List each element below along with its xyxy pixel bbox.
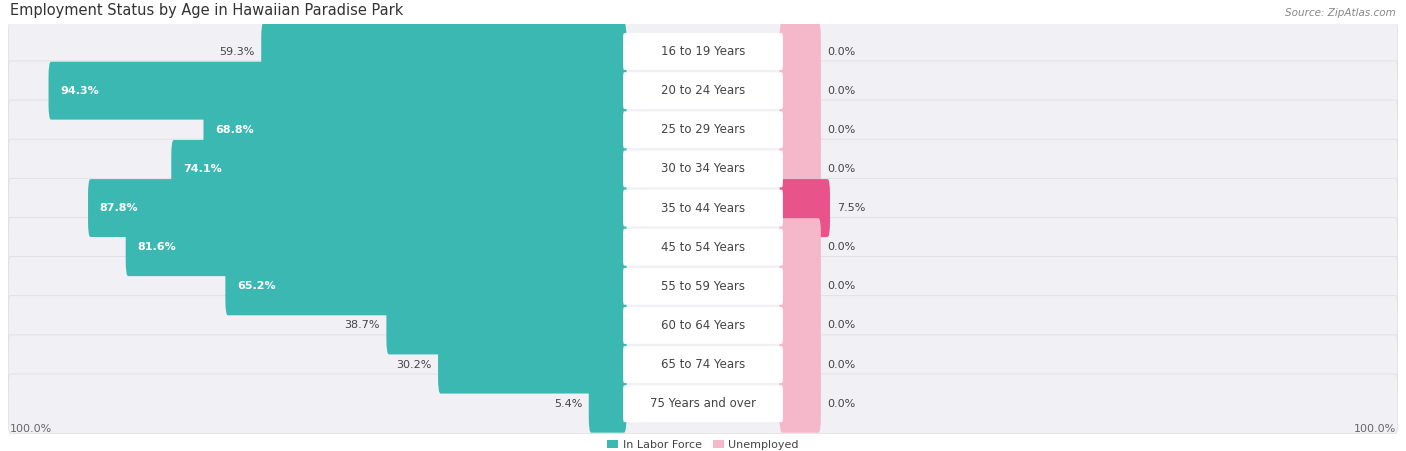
FancyBboxPatch shape (623, 151, 783, 187)
FancyBboxPatch shape (262, 23, 627, 80)
Text: 74.1%: 74.1% (183, 164, 222, 174)
Text: Employment Status by Age in Hawaiian Paradise Park: Employment Status by Age in Hawaiian Par… (10, 3, 404, 18)
FancyBboxPatch shape (779, 140, 821, 198)
Text: 55 to 59 Years: 55 to 59 Years (661, 280, 745, 293)
Text: 0.0%: 0.0% (828, 125, 856, 135)
FancyBboxPatch shape (8, 139, 1398, 198)
FancyBboxPatch shape (623, 268, 783, 305)
FancyBboxPatch shape (779, 179, 830, 237)
FancyBboxPatch shape (8, 22, 1398, 81)
FancyBboxPatch shape (8, 217, 1398, 277)
FancyBboxPatch shape (779, 336, 821, 394)
FancyBboxPatch shape (779, 101, 821, 159)
FancyBboxPatch shape (623, 190, 783, 226)
Text: 0.0%: 0.0% (828, 86, 856, 96)
Text: 20 to 24 Years: 20 to 24 Years (661, 84, 745, 97)
FancyBboxPatch shape (623, 229, 783, 266)
Text: 75 Years and over: 75 Years and over (650, 397, 756, 410)
Text: 0.0%: 0.0% (828, 281, 856, 291)
FancyBboxPatch shape (779, 23, 821, 80)
FancyBboxPatch shape (8, 178, 1398, 238)
Text: 59.3%: 59.3% (219, 46, 254, 56)
FancyBboxPatch shape (8, 257, 1398, 316)
FancyBboxPatch shape (8, 296, 1398, 355)
Text: 45 to 54 Years: 45 to 54 Years (661, 241, 745, 253)
FancyBboxPatch shape (589, 375, 627, 433)
Text: 0.0%: 0.0% (828, 46, 856, 56)
Text: 60 to 64 Years: 60 to 64 Years (661, 319, 745, 332)
FancyBboxPatch shape (225, 258, 627, 315)
Text: 7.5%: 7.5% (837, 203, 865, 213)
FancyBboxPatch shape (125, 218, 627, 276)
Text: 38.7%: 38.7% (344, 321, 380, 331)
FancyBboxPatch shape (89, 179, 627, 237)
Text: 35 to 44 Years: 35 to 44 Years (661, 202, 745, 215)
FancyBboxPatch shape (439, 336, 627, 394)
FancyBboxPatch shape (779, 258, 821, 315)
FancyBboxPatch shape (779, 218, 821, 276)
FancyBboxPatch shape (204, 101, 627, 159)
Text: 5.4%: 5.4% (554, 399, 582, 409)
FancyBboxPatch shape (8, 374, 1398, 433)
FancyBboxPatch shape (623, 346, 783, 383)
Text: 16 to 19 Years: 16 to 19 Years (661, 45, 745, 58)
Text: 0.0%: 0.0% (828, 242, 856, 252)
FancyBboxPatch shape (779, 296, 821, 354)
FancyBboxPatch shape (387, 296, 627, 354)
Text: 0.0%: 0.0% (828, 321, 856, 331)
Text: 87.8%: 87.8% (100, 203, 138, 213)
Text: 25 to 29 Years: 25 to 29 Years (661, 123, 745, 136)
FancyBboxPatch shape (8, 335, 1398, 394)
FancyBboxPatch shape (8, 61, 1398, 120)
Text: 94.3%: 94.3% (60, 86, 98, 96)
Text: 0.0%: 0.0% (828, 359, 856, 369)
Text: 81.6%: 81.6% (138, 242, 176, 252)
FancyBboxPatch shape (623, 111, 783, 148)
Text: 30.2%: 30.2% (396, 359, 432, 369)
Text: 0.0%: 0.0% (828, 399, 856, 409)
Text: 65.2%: 65.2% (236, 281, 276, 291)
FancyBboxPatch shape (779, 62, 821, 120)
Text: 30 to 34 Years: 30 to 34 Years (661, 162, 745, 175)
FancyBboxPatch shape (623, 33, 783, 70)
FancyBboxPatch shape (623, 385, 783, 422)
Text: 100.0%: 100.0% (10, 424, 52, 434)
FancyBboxPatch shape (49, 62, 627, 120)
Text: 100.0%: 100.0% (1354, 424, 1396, 434)
FancyBboxPatch shape (779, 375, 821, 433)
FancyBboxPatch shape (623, 307, 783, 344)
Text: 65 to 74 Years: 65 to 74 Years (661, 358, 745, 371)
Text: 68.8%: 68.8% (215, 125, 253, 135)
FancyBboxPatch shape (172, 140, 627, 198)
Legend: In Labor Force, Unemployed: In Labor Force, Unemployed (607, 440, 799, 450)
Text: Source: ZipAtlas.com: Source: ZipAtlas.com (1285, 8, 1396, 18)
Text: 0.0%: 0.0% (828, 164, 856, 174)
FancyBboxPatch shape (623, 72, 783, 109)
FancyBboxPatch shape (8, 100, 1398, 160)
